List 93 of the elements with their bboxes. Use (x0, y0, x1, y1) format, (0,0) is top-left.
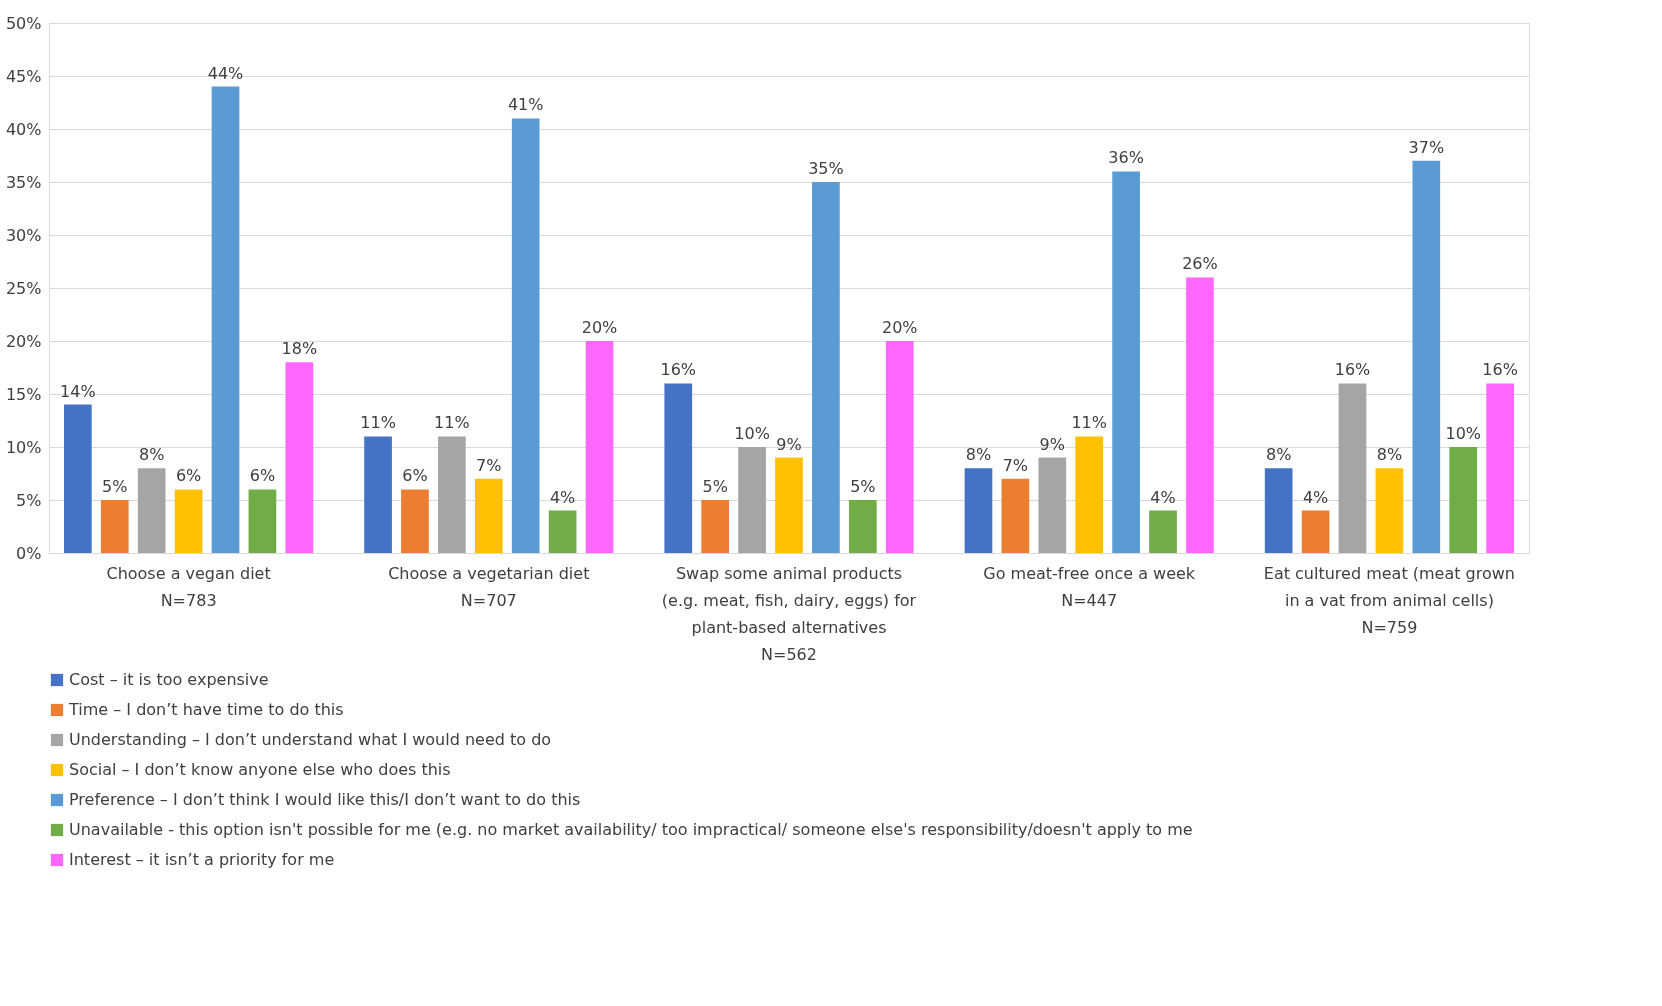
data-label: 4% (1302, 487, 1329, 507)
x-tick-label: Swap some animal products (e.g. meat, fish, dairy, eggs) for plant-based alternatives N=562 (661, 563, 917, 664)
bar (401, 489, 429, 553)
data-label: 41% (507, 95, 544, 115)
bar (438, 436, 466, 553)
bar (1075, 436, 1104, 553)
y-tick-label: 30% (5, 225, 42, 245)
x-tick-label: Eat cultured meat (meat grown in a vat from animal cells) N=759 (1263, 563, 1516, 637)
bar (64, 404, 92, 553)
legend-label: Time – I don’t have time to do this (68, 700, 344, 719)
data-label: 10% (1445, 424, 1482, 443)
data-label: 16% (1482, 360, 1518, 380)
data-label: 16% (1334, 360, 1371, 380)
data-label: 44% (207, 63, 244, 83)
data-label: 10% (734, 424, 770, 443)
data-label: 8% (1265, 445, 1292, 465)
bar (585, 341, 614, 553)
y-tick-label: 45% (5, 66, 42, 86)
data-label: 20% (581, 318, 618, 337)
data-label: 8% (1376, 445, 1403, 465)
bar (1486, 383, 1514, 553)
data-label: 5% (102, 477, 128, 496)
y-tick-label: 50% (5, 13, 42, 33)
x-tick-label: Choose a vegan diet N=783 (106, 563, 271, 610)
data-label: 37% (1408, 137, 1445, 157)
y-tick-label: 15% (5, 384, 42, 404)
legend-label: Unavailable - this option isn't possible for me (e.g. no market availability/ too impractical/ someone else's responsibility/doesn't apply to me (69, 820, 1193, 839)
y-tick-label: 25% (5, 278, 42, 298)
bar (1149, 510, 1177, 553)
y-tick-label: 35% (5, 172, 42, 192)
data-label: 8% (138, 445, 165, 465)
data-label: 11% (434, 413, 470, 433)
data-label: 6% (249, 466, 276, 486)
y-tick-label: 20% (5, 331, 42, 351)
y-tick-label: 0% (16, 543, 42, 563)
bar (1112, 171, 1140, 553)
bar (474, 478, 503, 553)
legend-label: Social – I don’t know anyone else who does this (69, 760, 451, 779)
data-label: 4% (549, 487, 576, 507)
legend-label: Preference – I don’t think I would like this/I don’t want to do this (69, 790, 581, 809)
y-tick-label: 40% (5, 119, 42, 139)
data-label: 4% (1150, 487, 1176, 507)
bar (100, 500, 129, 553)
data-label: 6% (175, 466, 202, 486)
y-tick-label: 10% (5, 437, 42, 457)
data-label: 8% (965, 445, 992, 465)
data-label: 35% (808, 159, 844, 178)
data-label: 16% (660, 360, 697, 380)
bar (848, 500, 877, 553)
bar (1375, 468, 1404, 553)
bar (211, 86, 240, 553)
bar (174, 489, 203, 553)
legend-label: Understanding – I don’t understand what I would need to do (69, 730, 552, 749)
y-tick-label: 5% (16, 490, 42, 510)
bar (1449, 447, 1478, 553)
data-label: 14% (60, 381, 96, 401)
bar (1301, 510, 1330, 553)
data-label: 11% (360, 413, 396, 433)
bar (1338, 383, 1367, 553)
data-label: 20% (881, 318, 918, 337)
bar (775, 457, 803, 553)
bar (1038, 457, 1067, 553)
bar (885, 341, 914, 553)
data-label: 26% (1182, 254, 1218, 274)
data-label: 36% (1108, 148, 1144, 168)
data-label: 9% (1039, 434, 1065, 454)
data-label: 5% (702, 477, 728, 496)
legend-label: Cost – it is too expensive (69, 670, 269, 689)
legend-label: Interest – it isn’t a priority for me (69, 850, 335, 869)
bar (1001, 478, 1030, 553)
bar (812, 182, 840, 553)
bar (511, 118, 540, 553)
data-label: 5% (850, 477, 876, 496)
bar (738, 447, 766, 553)
bar (364, 436, 392, 553)
bar (248, 489, 277, 553)
bar (548, 510, 577, 553)
data-label: 9% (776, 434, 802, 454)
data-label: 18% (281, 339, 318, 359)
bar (1186, 277, 1214, 553)
bar (701, 500, 730, 553)
data-label: 7% (1002, 455, 1029, 475)
data-label: 11% (1071, 413, 1107, 433)
bar (964, 468, 993, 553)
bar (137, 468, 166, 553)
bar (1412, 160, 1441, 553)
data-label: 7% (476, 455, 502, 475)
x-tick-label: Choose a vegetarian diet N=707 (388, 563, 590, 610)
data-label: 6% (402, 466, 428, 486)
bar (285, 362, 314, 553)
bar (664, 383, 693, 553)
x-tick-label: Go meat-free once a week N=447 (983, 563, 1196, 610)
bar (1264, 468, 1293, 553)
